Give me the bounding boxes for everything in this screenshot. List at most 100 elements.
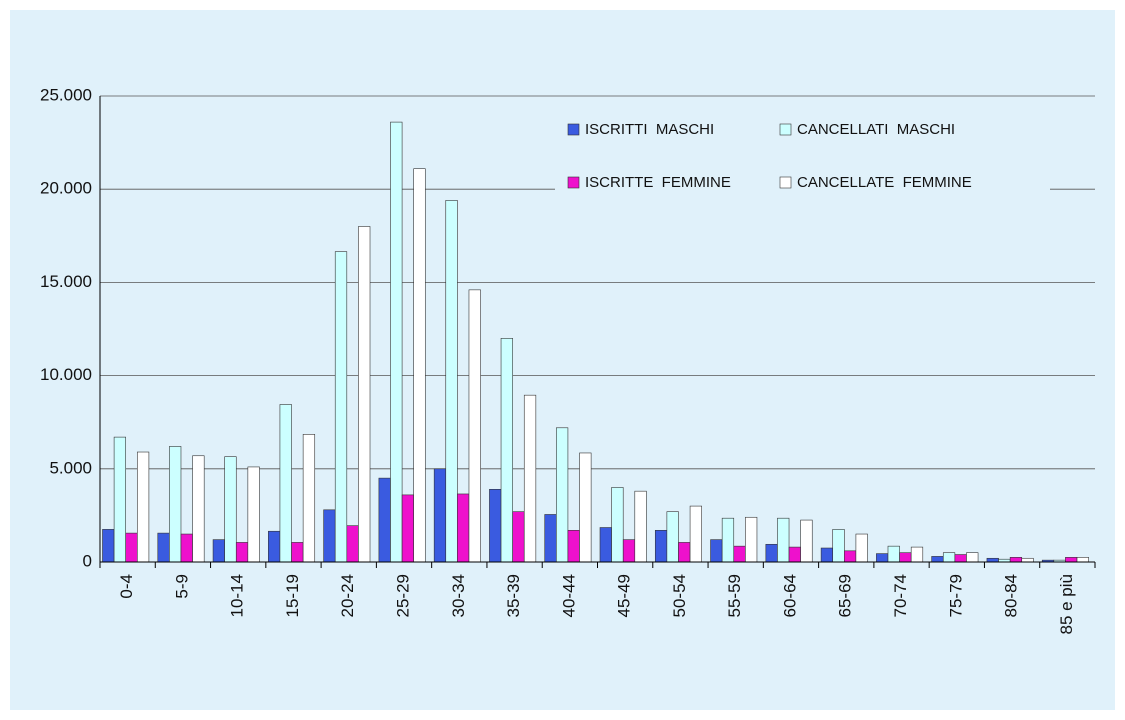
- x-tick-label: 70-74: [891, 574, 910, 617]
- bar: [224, 456, 237, 563]
- bar: [180, 533, 193, 563]
- bar: [334, 251, 348, 563]
- bar: [468, 289, 481, 563]
- bar: [654, 530, 668, 563]
- bar: [457, 493, 470, 563]
- bar: [169, 446, 182, 563]
- bar: [733, 545, 746, 563]
- legend-label: CANCELLATI MASCHI: [797, 121, 955, 138]
- bar: [634, 490, 647, 563]
- bar: [721, 517, 735, 563]
- legend-background: [555, 108, 1050, 200]
- bar: [887, 545, 900, 563]
- bar: [599, 527, 612, 563]
- x-tick-label: 60-64: [780, 574, 799, 617]
- bar: [666, 511, 679, 563]
- x-tick-label: 45-49: [615, 574, 634, 617]
- bar: [323, 509, 336, 563]
- y-tick-label: 25.000: [40, 85, 92, 104]
- bar: [876, 553, 889, 563]
- bar: [358, 226, 371, 563]
- bar: [247, 466, 260, 563]
- bar: [622, 539, 636, 563]
- bar: [433, 468, 447, 563]
- bar: [401, 494, 414, 563]
- bar: [413, 168, 426, 563]
- legend-label: ISCRITTI MASCHI: [585, 121, 714, 138]
- bar: [235, 542, 249, 563]
- x-tick-label: 55-59: [725, 574, 744, 617]
- bar: [544, 514, 557, 563]
- bar: [986, 557, 999, 563]
- bar: [1021, 557, 1034, 563]
- x-tick-label: 20-24: [338, 574, 357, 617]
- y-tick-label: 10.000: [40, 365, 92, 384]
- x-tick-label: 85 e più: [1057, 574, 1076, 635]
- legend-label: ISCRITTE FEMMINE: [585, 174, 731, 191]
- legend-swatch: [779, 123, 792, 136]
- bar: [212, 539, 225, 563]
- bar: [445, 200, 458, 563]
- bar: [832, 529, 845, 563]
- bar: [192, 455, 205, 563]
- x-tick-label: 30-34: [449, 574, 468, 617]
- bar: [844, 550, 857, 563]
- x-tick-label: 75-79: [946, 574, 965, 617]
- x-tick-label: 80-84: [1002, 574, 1021, 617]
- bar: [291, 542, 304, 563]
- bar: [899, 552, 912, 563]
- y-tick-label: 5.000: [49, 458, 92, 477]
- bar: [855, 533, 868, 563]
- bar: [1009, 557, 1023, 563]
- bar: [346, 525, 359, 563]
- bar: [710, 539, 723, 563]
- bar: [820, 547, 834, 563]
- bar: [113, 436, 126, 563]
- bar: [611, 487, 624, 563]
- bar: [523, 394, 537, 563]
- bar: [390, 121, 403, 563]
- x-tick-label: 15-19: [283, 574, 302, 617]
- bar: [512, 511, 525, 563]
- legend-swatch: [779, 176, 792, 189]
- x-tick-label: 65-69: [836, 574, 855, 617]
- bar: [788, 546, 801, 563]
- x-tick-label: 5-9: [172, 574, 191, 599]
- bar: [942, 552, 956, 563]
- bar: [765, 543, 778, 563]
- bar: [579, 452, 592, 563]
- bar: [800, 519, 813, 563]
- bar: [966, 552, 979, 563]
- bar: [500, 338, 513, 563]
- bar: [954, 554, 967, 563]
- x-tick-label: 40-44: [559, 574, 578, 617]
- bar: [745, 516, 758, 563]
- bar: [556, 427, 569, 563]
- legend-label: CANCELLATE FEMMINE: [797, 174, 972, 191]
- bar: [1076, 557, 1089, 563]
- bar: [302, 434, 316, 563]
- bar: [689, 505, 702, 563]
- bar: [378, 477, 391, 563]
- bar: [910, 546, 924, 563]
- bar: [157, 532, 170, 563]
- x-tick-label: 25-29: [394, 574, 413, 617]
- x-tick-label: 10-14: [228, 574, 247, 617]
- y-tick-label: 20.000: [40, 179, 92, 198]
- bar: [137, 451, 150, 563]
- x-tick-label: 0-4: [117, 574, 136, 599]
- bar: [125, 532, 138, 563]
- bar: [777, 517, 790, 563]
- x-tick-label: 35-39: [504, 574, 523, 617]
- bar: [567, 530, 580, 563]
- legend-swatch: [567, 176, 580, 189]
- bar: [102, 529, 115, 563]
- bar: [279, 404, 292, 563]
- bar: [678, 542, 691, 563]
- legend-swatch: [567, 123, 580, 136]
- bar: [931, 556, 944, 563]
- bar: [1065, 557, 1078, 563]
- bar: [489, 489, 502, 563]
